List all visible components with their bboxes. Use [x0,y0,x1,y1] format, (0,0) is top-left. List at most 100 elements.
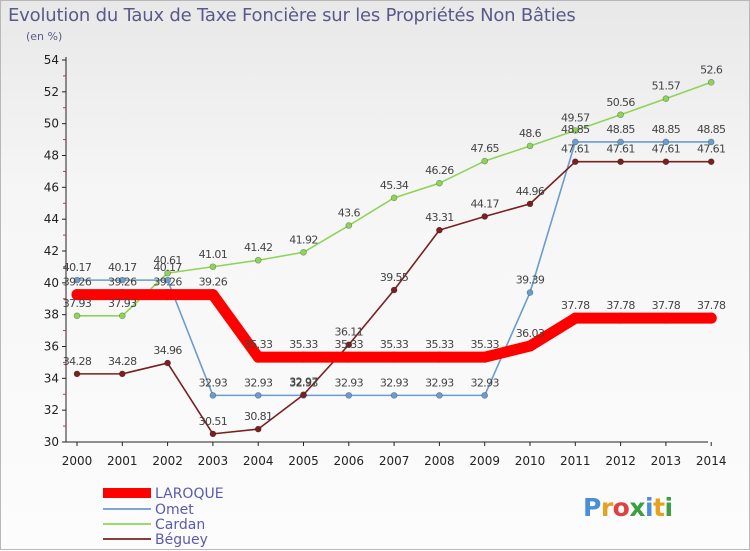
data-point-cardan [390,194,398,202]
data-label-laroque: 37.78 [561,299,590,312]
data-point-bguey [662,158,670,166]
data-label-bguey: 43.31 [425,211,454,224]
data-label-bguey: 44.96 [516,185,545,198]
data-label-omet: 40.17 [153,261,182,274]
data-point-bguey [254,425,262,433]
data-label-omet: 32.93 [244,376,273,389]
data-label-bguey: 36.11 [335,326,364,339]
data-label-omet: 32.93 [470,376,499,389]
data-point-bguey [571,158,579,166]
data-point-bguey [390,286,398,294]
data-label-omet: 32.93 [199,376,228,389]
data-point-omet [526,289,534,296]
data-point-omet [345,392,353,399]
data-label-bguey: 47.61 [697,143,726,156]
x-tick-label: 2009 [469,454,500,468]
data-point-laroque [343,351,355,363]
logo-letter: P [583,493,601,522]
x-tick-label: 2005 [288,454,319,468]
data-label-cardan: 45.34 [380,179,409,192]
logo-letter: r [600,493,613,522]
y-tick-label: 36 [44,340,59,354]
data-point-cardan [164,269,171,277]
data-label-laroque: 35.33 [335,338,364,351]
x-tick-label: 2012 [605,454,636,468]
data-label-bguey: 34.28 [108,355,137,368]
data-label-laroque: 39.26 [153,276,182,289]
data-point-bguey [209,430,217,438]
data-label-omet: 48.85 [606,123,635,136]
data-label-cardan: 49.57 [561,112,590,125]
data-point-omet [209,392,217,399]
data-label-cardan: 43.6 [338,207,361,220]
data-label-laroque: 35.33 [289,338,318,351]
data-point-omet [436,392,443,399]
data-point-laroque [298,351,309,363]
y-tick-label: 50 [44,117,59,131]
data-label-laroque: 37.78 [652,299,681,312]
data-point-laroque [116,289,128,301]
data-label-cardan: 40.61 [153,254,182,267]
data-point-bguey [481,213,489,220]
x-tick-label: 2014 [696,454,727,468]
data-point-bguey [526,200,534,208]
data-label-cardan: 41.42 [244,241,273,254]
data-point-laroque [660,312,672,324]
unit-label: (en %) [26,30,63,43]
data-point-laroque [524,340,536,352]
data-point-cardan [526,142,534,150]
data-label-bguey: 47.61 [561,143,590,156]
proxiti-logo: Proxiti [583,493,673,522]
data-point-laroque [162,289,174,301]
x-tick-label: 2008 [424,454,455,468]
data-label-laroque: 37.78 [697,299,726,312]
data-point-laroque [71,289,83,301]
data-label-omet: 40.17 [63,261,92,274]
x-tick-label: 2010 [515,454,546,468]
data-label-laroque: 37.78 [606,299,635,312]
data-label-laroque: 39.26 [199,276,228,289]
data-point-cardan [662,95,670,102]
data-label-laroque: 35.33 [244,338,273,351]
data-point-laroque [705,312,717,324]
data-point-cardan [707,78,715,86]
y-tick-label: 52 [44,85,59,99]
logo-letter: o [612,493,630,522]
legend-label-laroque: LAROQUE [155,486,224,502]
logo-letter: t [653,493,665,522]
x-tick-label: 2004 [243,454,274,468]
data-point-laroque [207,289,219,301]
data-label-omet: 48.85 [697,123,726,136]
data-label-cardan: 50.56 [606,96,635,109]
data-label-bguey: 30.81 [244,410,273,423]
data-point-bguey [300,391,307,399]
data-label-laroque: 35.33 [470,338,499,351]
x-tick-label: 2002 [152,454,183,468]
x-tick-label: 2000 [62,454,93,468]
data-label-omet: 32.93 [289,376,318,389]
data-point-omet [617,138,624,146]
data-label-omet: 48.85 [561,123,590,136]
data-point-bguey [617,158,624,166]
legend-label-cardan: Cardan [155,517,205,533]
data-label-cardan: 48.6 [519,127,542,140]
data-point-cardan [571,127,579,134]
data-label-cardan: 37.93 [63,297,92,310]
data-label-cardan: 46.26 [425,164,454,177]
data-point-omet [73,276,81,284]
chart-title: Evolution du Taux de Taxe Foncière sur l… [8,5,576,26]
data-label-cardan: 41.01 [199,248,228,261]
data-point-laroque [569,312,581,324]
data-point-bguey [345,341,353,349]
data-point-laroque [388,351,400,363]
data-label-omet: 32.93 [425,376,454,389]
data-label-omet: 32.93 [335,376,364,389]
data-label-bguey: 47.61 [652,143,681,156]
data-point-cardan [481,157,489,165]
x-tick-label: 2001 [107,454,138,468]
data-label-laroque: 36.03 [516,327,545,340]
data-label-laroque: 39.26 [63,276,92,289]
legend-label-omet: Omet [155,502,194,518]
logo-letter: i [664,493,674,522]
y-tick-label: 34 [44,371,59,385]
